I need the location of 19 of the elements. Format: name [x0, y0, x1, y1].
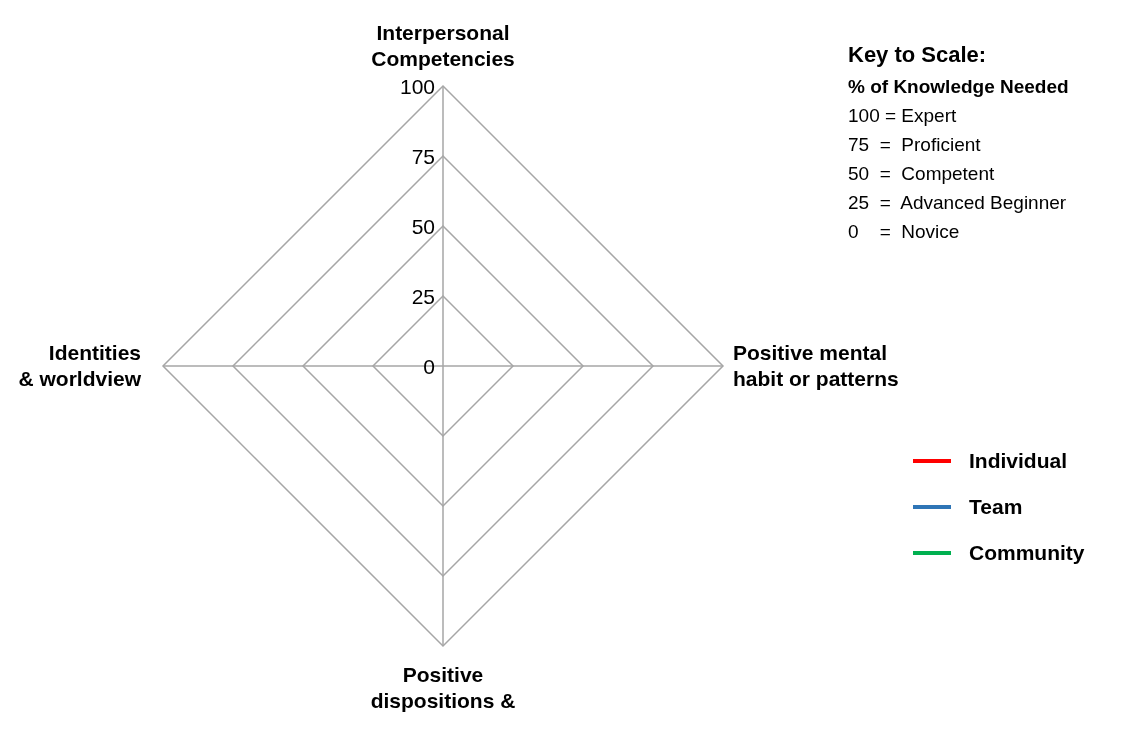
legend-label: Team	[969, 495, 1023, 519]
spoke-label: Positive dispositions &	[370, 663, 516, 712]
text: % of Knowledge Needed	[848, 75, 1070, 99]
legend-label: Community	[969, 541, 1085, 565]
spoke-label: Identities & worldview	[18, 341, 142, 390]
legend-label: Individual	[969, 449, 1068, 473]
text: 100 = Expert	[848, 104, 958, 128]
text: Key to Scale:	[848, 41, 988, 69]
spoke-label: Positive mental habit or patterns	[733, 341, 899, 390]
y-tick-label: 50	[411, 215, 435, 238]
text: 25 = Advanced Beginner	[848, 191, 1068, 215]
y-tick-label: 0	[423, 355, 435, 378]
spoke-label: Interpersonal Competencies	[371, 21, 515, 70]
y-tick-label: 25	[411, 285, 435, 308]
y-tick-label: 100	[399, 75, 435, 98]
text: 75 = Proficient	[848, 133, 982, 157]
text: 0 = Novice	[848, 220, 961, 244]
text: 50 = Competent	[848, 162, 996, 186]
y-tick-label: 75	[411, 145, 435, 168]
